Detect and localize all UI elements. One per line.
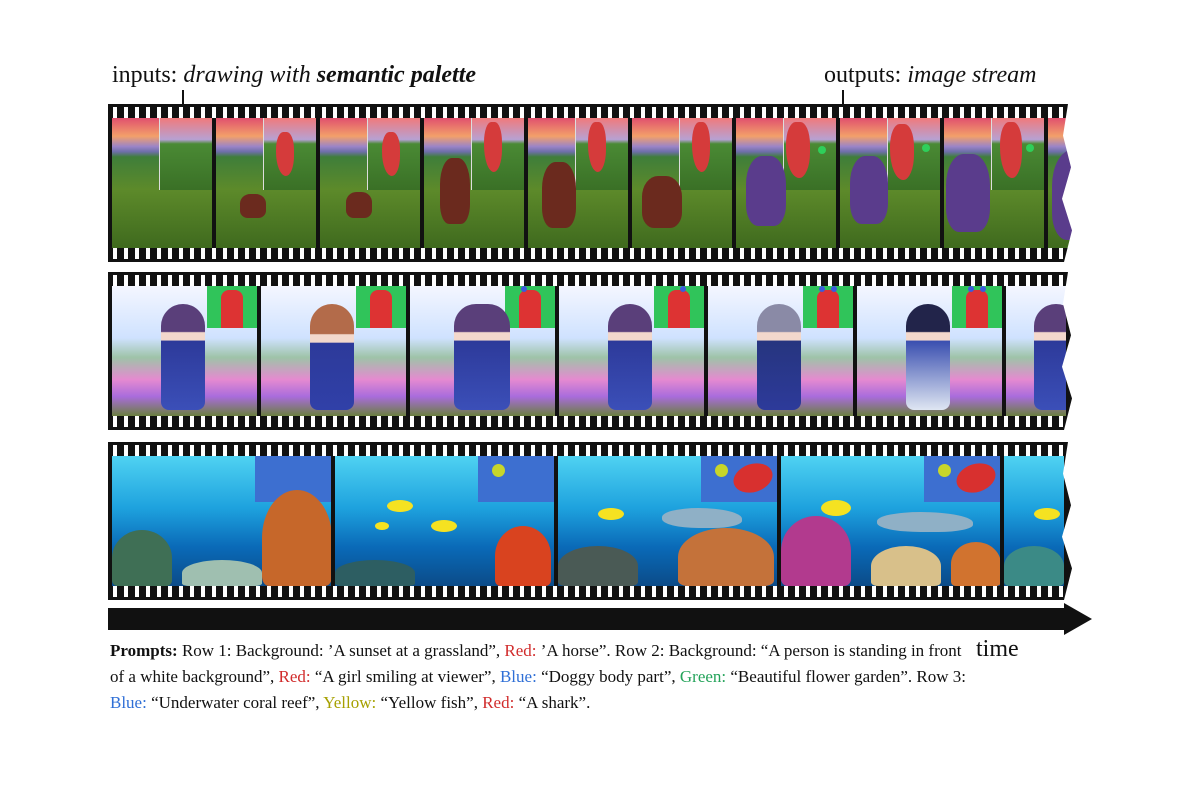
outputs-header: outputs: image stream bbox=[824, 62, 1037, 88]
film-strip-row-3 bbox=[108, 442, 1076, 600]
film-perforations bbox=[108, 275, 1076, 286]
palette-inset bbox=[575, 118, 628, 190]
frame bbox=[112, 286, 257, 416]
palette-inset bbox=[505, 286, 555, 328]
palette-inset bbox=[783, 118, 836, 190]
palette-inset bbox=[471, 118, 524, 190]
frame bbox=[261, 286, 406, 416]
palette-inset bbox=[159, 118, 212, 190]
palette-inset bbox=[991, 118, 1044, 190]
film-perforations bbox=[108, 445, 1076, 456]
palette-inset bbox=[952, 286, 1002, 328]
film-strip-row-1 bbox=[108, 104, 1076, 262]
palette-inset bbox=[367, 118, 420, 190]
palette-inset bbox=[478, 456, 554, 502]
frame bbox=[424, 118, 524, 248]
inputs-header: inputs: drawing with semantic palette bbox=[112, 62, 477, 88]
frame bbox=[736, 118, 836, 248]
film-perforations bbox=[108, 248, 1076, 259]
time-axis-arrow bbox=[108, 608, 1068, 630]
film-strip-row-2 bbox=[108, 272, 1076, 430]
frame bbox=[112, 456, 331, 586]
palette-inset bbox=[803, 286, 853, 328]
palette-inset bbox=[924, 456, 1000, 502]
frame bbox=[708, 286, 853, 416]
palette-inset bbox=[654, 286, 704, 328]
palette-inset bbox=[701, 456, 777, 502]
frame bbox=[781, 456, 1000, 586]
frame bbox=[558, 456, 777, 586]
frame bbox=[559, 286, 704, 416]
time-label: time bbox=[976, 636, 1019, 662]
frame bbox=[944, 118, 1044, 248]
frame bbox=[335, 456, 554, 586]
palette-inset bbox=[356, 286, 406, 328]
frame bbox=[320, 118, 420, 248]
palette-inset bbox=[207, 286, 257, 328]
frame bbox=[112, 118, 212, 248]
frame bbox=[410, 286, 555, 416]
palette-inset bbox=[679, 118, 732, 190]
figure-caption: Prompts: Row 1: Background: ’A sunset at… bbox=[110, 641, 966, 712]
palette-inset bbox=[263, 118, 316, 190]
film-perforations bbox=[108, 107, 1076, 118]
frame bbox=[1004, 456, 1064, 586]
frame bbox=[857, 286, 1002, 416]
film-perforations bbox=[108, 416, 1076, 427]
film-perforations bbox=[108, 586, 1076, 597]
time-arrowhead bbox=[1064, 603, 1092, 635]
frame bbox=[840, 118, 940, 248]
frame bbox=[216, 118, 316, 248]
palette-inset bbox=[887, 118, 940, 190]
frame bbox=[1006, 286, 1066, 416]
frame bbox=[632, 118, 732, 248]
frame bbox=[528, 118, 628, 248]
